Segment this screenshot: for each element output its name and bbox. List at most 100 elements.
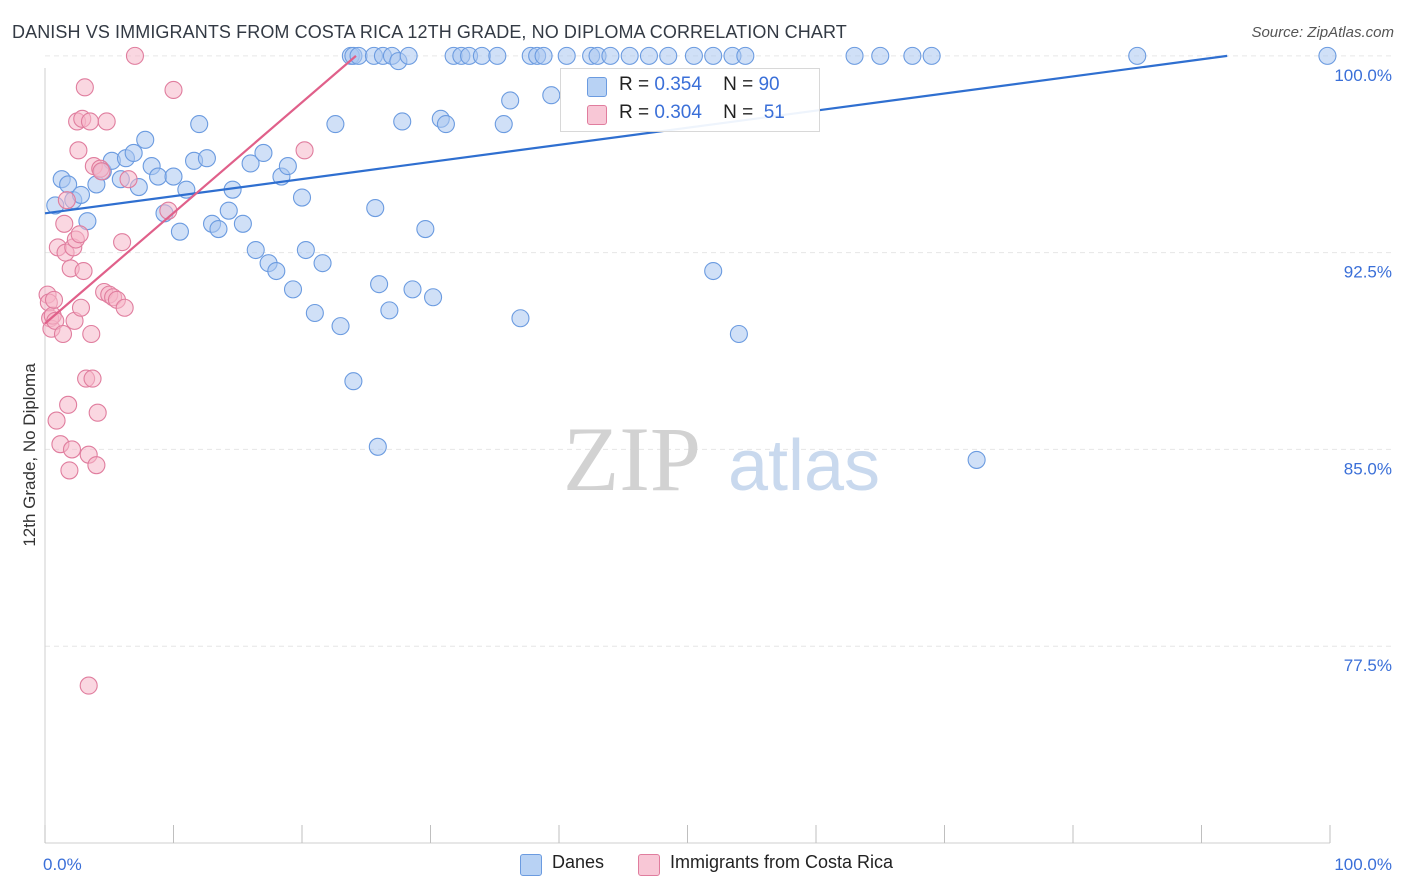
danes-point	[278, 157, 297, 176]
danes-point	[729, 324, 748, 344]
costa-rica-trend-line	[44, 55, 357, 325]
danes-point	[246, 240, 265, 260]
danes-point	[292, 188, 312, 207]
watermark-atlas: atlas	[728, 426, 880, 506]
danes-point	[1318, 46, 1337, 65]
costa-rica-point	[87, 456, 106, 475]
y-tick-label: 100.0%	[1334, 66, 1392, 85]
costa-rica-point	[71, 298, 91, 317]
danes-point	[639, 46, 659, 65]
costa-rica-point	[57, 191, 76, 210]
danes-point	[488, 46, 507, 65]
danes-point	[136, 130, 155, 149]
gridlines	[45, 55, 1392, 647]
danes-point	[416, 219, 435, 239]
costa-rica-point	[88, 403, 107, 422]
costa-rica-point	[75, 78, 94, 97]
costa-rica-point	[115, 298, 134, 317]
costa-rica-point	[164, 80, 183, 100]
danes-point	[620, 46, 639, 65]
danes-point	[704, 46, 723, 65]
danes-point	[368, 437, 387, 456]
y-tick-label: 92.5%	[1344, 263, 1392, 282]
y-tick-label: 85.0%	[1344, 459, 1392, 478]
costa-rica-point	[44, 290, 64, 309]
danes-point	[494, 115, 513, 134]
y-tick-label: 77.5%	[1344, 656, 1392, 675]
costa-rica-point	[125, 46, 144, 65]
danes-point	[366, 198, 385, 218]
watermark-zip: ZIP	[563, 408, 701, 510]
costa-rica-point	[119, 170, 138, 189]
danes-point	[283, 280, 303, 299]
costa-rica-point	[70, 225, 89, 244]
costa-rica-point	[62, 440, 82, 459]
x-tick-label-max: 100.0%	[1334, 855, 1392, 874]
x-tick-label-min: 0.0%	[43, 855, 82, 874]
danes-point	[241, 154, 260, 173]
danes-point	[124, 143, 143, 163]
costa-rica-point	[53, 324, 73, 344]
legend-row-costa-rica: R = 0.304 N = 51	[561, 100, 819, 128]
danes-point	[736, 46, 755, 65]
legend-label-costa-rica: Immigrants from Costa Rica	[670, 852, 894, 872]
danes-point	[534, 46, 553, 65]
danes-point	[170, 222, 189, 241]
legend-swatch-danes	[587, 77, 607, 97]
axes	[44, 68, 1331, 844]
legend-row-danes: R = 0.354 N = 90	[561, 72, 819, 100]
costa-rica-point	[55, 214, 74, 233]
costa-rica-point	[60, 461, 79, 480]
costa-rica-point	[92, 162, 111, 181]
stats-legend: R = 0.354 N = 90 R = 0.304 N = 51	[560, 68, 820, 132]
danes-point	[190, 115, 209, 134]
legend-label-danes: Danes	[552, 852, 605, 872]
danes-point	[209, 219, 228, 239]
danes-point	[326, 115, 345, 134]
legend-stats-costa-rica: R = 0.304 N = 51	[619, 102, 785, 123]
tick-labels: 100.0% 92.5% 85.0% 77.5% 0.0% 100.0%	[43, 66, 1392, 874]
costa-rica-point	[97, 112, 116, 131]
legend-marker-danes	[520, 854, 542, 876]
danes-point	[511, 309, 530, 328]
source-credit: Source: ZipAtlas.com	[1251, 24, 1394, 41]
danes-point	[313, 254, 332, 273]
danes-point	[557, 46, 576, 65]
costa-rica-point	[59, 395, 78, 414]
danes-point	[1128, 46, 1147, 65]
danes-point	[922, 46, 941, 65]
danes-point	[472, 46, 491, 65]
danes-point	[704, 261, 723, 281]
danes-point	[871, 46, 890, 65]
costa-rica-point	[113, 233, 132, 252]
danes-point	[903, 46, 922, 65]
legend-swatch-costa-rica	[587, 105, 607, 125]
costa-rica-point	[80, 112, 100, 131]
costa-rica-point	[82, 324, 101, 344]
legend-stats-danes: R = 0.354 N = 90	[619, 74, 780, 95]
danes-point	[197, 149, 216, 168]
costa-rica-point	[47, 411, 66, 430]
danes-point	[424, 288, 443, 307]
danes-point	[403, 280, 422, 299]
danes-point	[501, 91, 520, 110]
danes-point	[267, 261, 286, 281]
danes-point	[296, 240, 315, 260]
danes-point	[344, 372, 363, 391]
costa-rica-point	[69, 141, 88, 160]
danes-point	[845, 46, 864, 65]
danes-point	[542, 86, 561, 105]
costa-rica-point	[74, 261, 93, 281]
danes-point	[399, 46, 418, 65]
danes-point	[331, 317, 350, 336]
series-legend: Danes Immigrants from Costa Rica	[0, 850, 1406, 880]
danes-point	[233, 214, 252, 233]
danes-point	[380, 301, 399, 320]
danes-point	[149, 167, 168, 186]
costa-rica-point	[295, 141, 314, 160]
danes-point	[164, 167, 183, 186]
danes-trend-line	[44, 54, 1228, 215]
costa-rica-point	[79, 676, 98, 695]
danes-point	[370, 275, 389, 294]
